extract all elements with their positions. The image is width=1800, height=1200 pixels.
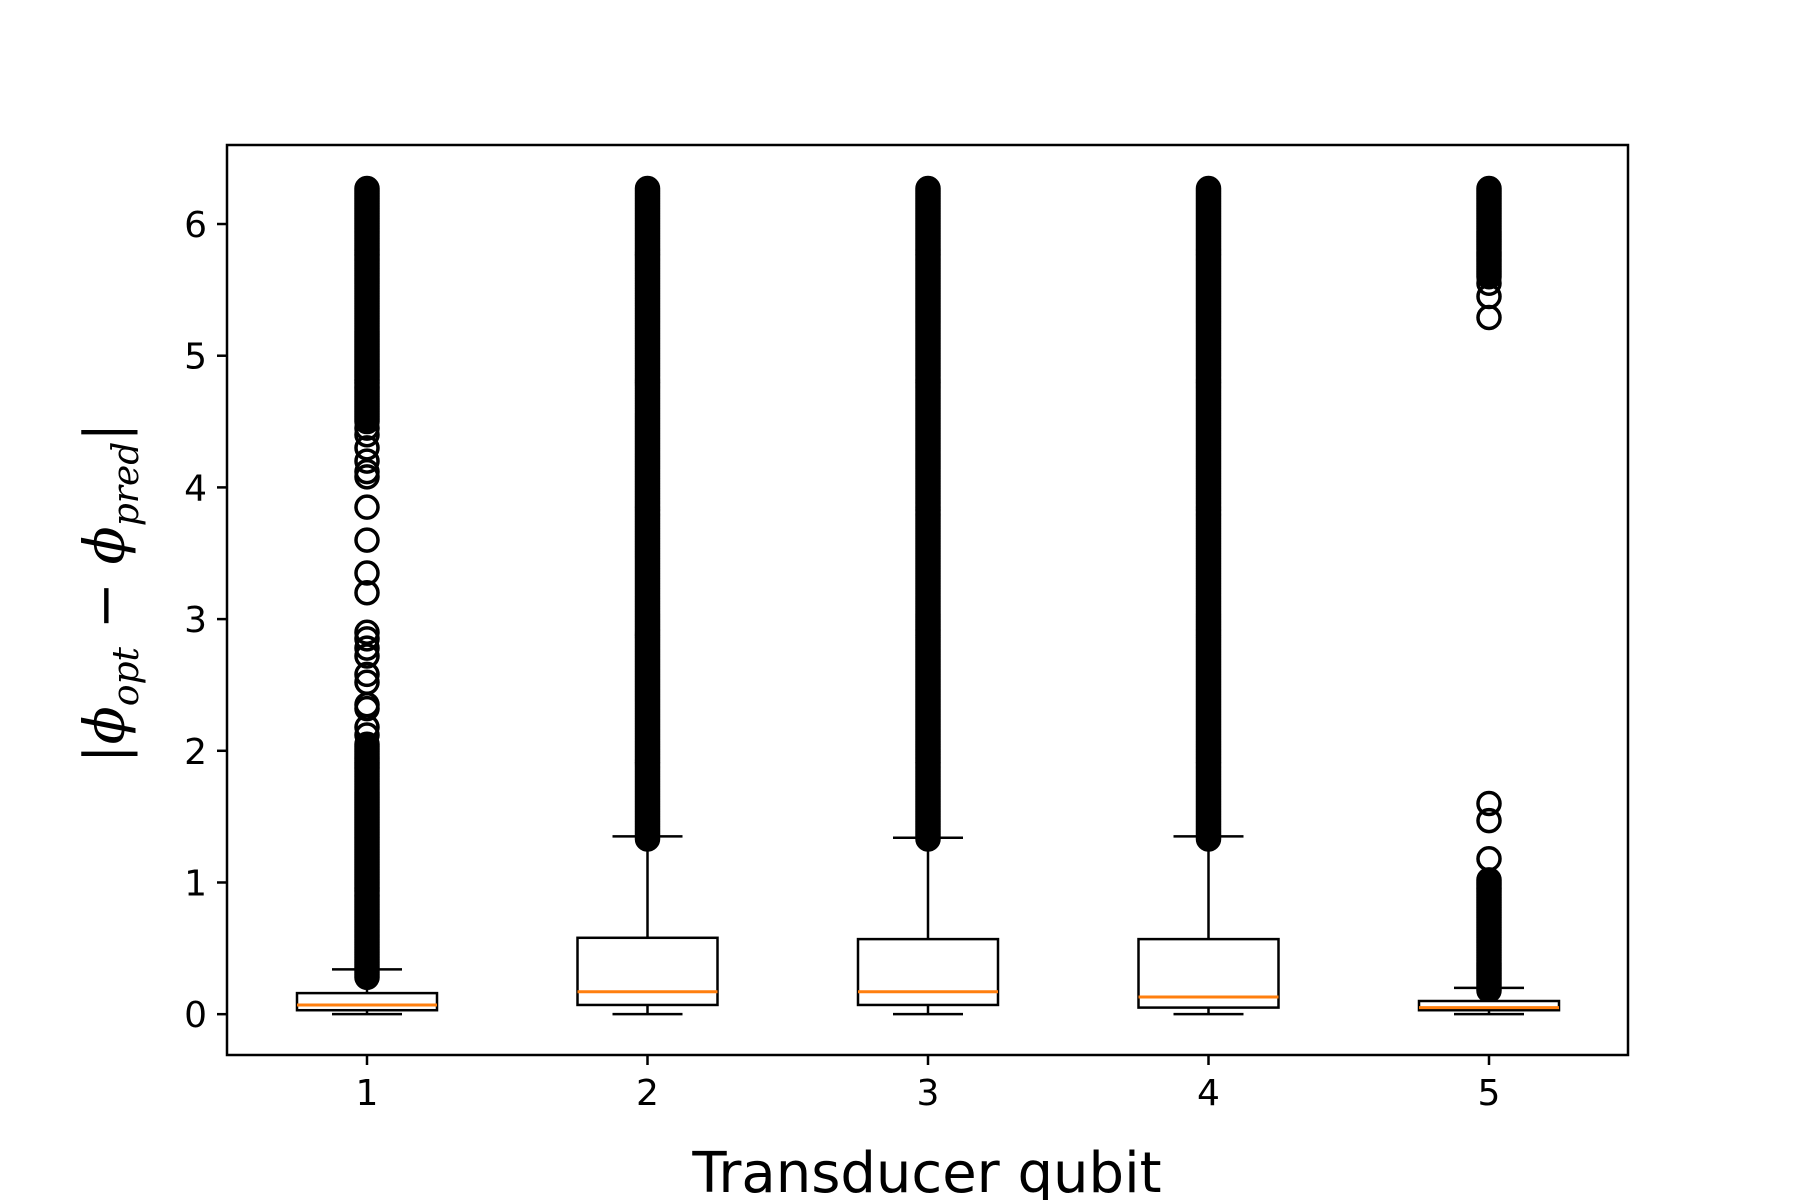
- x-tick-label: 4: [1197, 1073, 1220, 1114]
- box-iqr: [1417, 999, 1561, 1012]
- y-tick-label: 6: [184, 205, 207, 246]
- y-tick-label: 0: [184, 995, 207, 1036]
- flier-point: [1476, 270, 1502, 297]
- flier-point: [354, 619, 380, 646]
- flier-point: [354, 421, 380, 448]
- flier-point: [354, 448, 380, 474]
- flier-point: [354, 661, 380, 688]
- flier-point: [354, 560, 380, 586]
- flier-point: [1195, 175, 1222, 202]
- flier-point: [354, 175, 380, 202]
- x-axis-title: Transducer qubit: [691, 1141, 1161, 1200]
- x-tick-label: 5: [1478, 1073, 1501, 1114]
- flier-point: [354, 731, 380, 757]
- flier-point: [1476, 846, 1502, 872]
- flier-point: [354, 626, 380, 652]
- y-tick-label: 2: [184, 732, 207, 773]
- flier-point: [1476, 807, 1502, 834]
- flier-point: [634, 175, 661, 202]
- flier-point: [1476, 304, 1502, 331]
- box-group-5: [1417, 175, 1561, 1016]
- flier-point: [1476, 175, 1502, 202]
- box-group-4: [1137, 175, 1280, 1016]
- box-group-1: [295, 175, 439, 1016]
- flier-point: [1476, 790, 1502, 817]
- flier-point: [354, 635, 380, 661]
- y-tick-label: 4: [184, 468, 207, 509]
- flier-point: [354, 580, 380, 606]
- box-iqr: [295, 991, 439, 1012]
- flier-point: [354, 494, 380, 520]
- y-axis-title: |ϕopt − ϕpred|: [73, 423, 147, 763]
- box-group-3: [856, 175, 1000, 1016]
- flier-point: [915, 175, 941, 202]
- x-tick-label: 2: [636, 1073, 659, 1114]
- svg-text:|ϕopt − ϕpred|: |ϕopt − ϕpred|: [73, 423, 147, 763]
- x-tick-label: 1: [356, 1073, 379, 1114]
- flier-point: [354, 415, 380, 441]
- flier-point: [354, 435, 380, 461]
- x-tick-label: 3: [917, 1073, 940, 1114]
- box-iqr: [576, 936, 719, 1007]
- y-tick-label: 5: [184, 337, 207, 378]
- y-tick-label: 3: [184, 600, 207, 641]
- axes: 0 1 2 3 4 5 6 1 2 3 4 5: [184, 143, 1630, 1114]
- plot-area: [295, 175, 1561, 1016]
- flier-point: [1476, 283, 1502, 310]
- box-iqr: [856, 937, 1000, 1007]
- box-group-2: [576, 175, 719, 1016]
- flier-point: [354, 527, 380, 553]
- flier-point: [354, 722, 380, 748]
- flier-point: [354, 669, 380, 696]
- y-tick-label: 1: [184, 863, 207, 904]
